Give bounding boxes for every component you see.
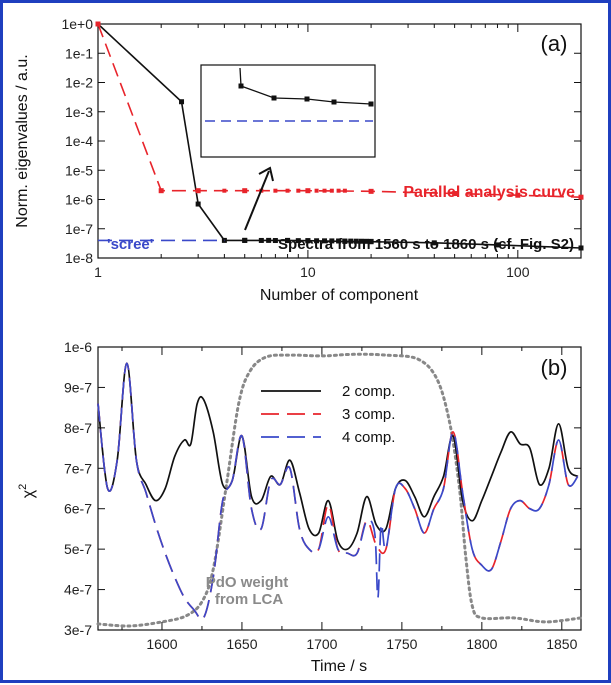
x-tick-label-a: 1 (94, 264, 102, 280)
data-point-a-1 (159, 188, 164, 193)
x-axis-label-a: Number of component (260, 287, 419, 304)
x-tick-label-b: 1750 (386, 636, 417, 652)
data-point-a-1 (579, 195, 584, 200)
data-point-a-0 (196, 202, 201, 207)
legend-label-4comp: 4 comp. (342, 429, 395, 446)
x-axis-label-b: Time / s (311, 658, 367, 675)
inset-frame (201, 65, 375, 157)
data-point-a-0 (579, 245, 584, 250)
data-point-a-dense (286, 189, 290, 193)
y-tick-label-b: 1e-6 (64, 339, 92, 355)
y-tick-label-a: 1e+0 (61, 16, 93, 32)
data-point-a-dense (306, 189, 310, 193)
data-point-a-dense (196, 189, 200, 193)
data-point-a-dense (242, 238, 247, 243)
data-point-a-dense (315, 189, 319, 193)
legend-label-2comp: 2 comp. (342, 383, 395, 400)
panel-b-label: (b) (541, 355, 568, 380)
y-tick-label-a: 1e-4 (65, 133, 93, 149)
panel-a: 1e+0 1e-1 1e-2 1e-3 1e-4 1e-5 1e-6 1e-7 1e-81 10 1… (14, 16, 584, 304)
plot-area-b (98, 347, 581, 630)
inset-marker (332, 100, 337, 105)
y-tick-label-a: 1e-6 (65, 192, 93, 208)
annotation-pdo-weight: PdO weight (206, 574, 289, 591)
annotation-parallel-analysis: Parallel analysis curve (403, 184, 575, 201)
x-tick-label-a: 10 (300, 264, 316, 280)
x-tick-label-b: 1600 (146, 636, 177, 652)
x-tick-label-b: 1850 (546, 636, 577, 652)
inset-marker (369, 102, 374, 107)
y-tick-label-a: 1e-1 (65, 45, 93, 61)
data-point-a-1 (369, 189, 374, 194)
panel-b: 1e-6 9e-7 8e-7 7e-7 6e-7 5e-7 4e-7 3e-7 1600 1650… (17, 339, 581, 675)
y-axis-label-b: χ2 (17, 484, 37, 499)
annotation-from-lca: from LCA (215, 591, 283, 608)
y-tick-label-b: 6e-7 (64, 501, 92, 517)
legend-label-3comp: 3 comp. (342, 406, 395, 423)
figure-svg: 1e+0 1e-1 1e-2 1e-3 1e-4 1e-5 1e-6 1e-7 1e-81 10 1… (3, 3, 608, 680)
data-point-a-dense (343, 189, 347, 193)
inset-marker (239, 84, 244, 89)
x-tick-label-b: 1700 (306, 636, 337, 652)
inset-marker (305, 97, 310, 102)
data-point-a-dense (273, 189, 277, 193)
y-tick-label-b: 8e-7 (64, 420, 92, 436)
data-point-a-dense (259, 238, 264, 243)
y-tick-label-b: 7e-7 (64, 460, 92, 476)
y-tick-label-b: 3e-7 (64, 622, 92, 638)
panel-a-label: (a) (541, 31, 568, 56)
data-point-a-0 (179, 99, 184, 104)
data-point-a-dense (337, 189, 341, 193)
data-point-a-dense (296, 189, 300, 193)
data-point-a-dense (330, 189, 334, 193)
y-tick-label-b: 4e-7 (64, 582, 92, 598)
y-tick-label-a: 1e-3 (65, 104, 93, 120)
y-tick-label-a: 1e-7 (65, 221, 93, 237)
y-tick-label-b: 9e-7 (64, 379, 92, 395)
inset-marker (272, 96, 277, 101)
x-tick-label-b: 1800 (466, 636, 497, 652)
y-axis-label-a: Norm. eigenvalues / a.u. (14, 54, 31, 227)
data-point-a-dense (243, 189, 247, 193)
data-point-a-1 (96, 22, 101, 27)
y-tick-label-a: 1e-2 (65, 75, 93, 91)
data-point-a-0 (266, 238, 271, 243)
data-point-a-dense (222, 189, 226, 193)
annotation-scree: 'scree' (107, 236, 153, 253)
y-tick-label-a: 1e-5 (65, 162, 93, 178)
y-axis-label-b-sup: 2 (17, 484, 29, 490)
data-point-a-dense (323, 189, 327, 193)
y-tick-label-a: 1e-8 (65, 250, 93, 266)
y-tick-label-b: 5e-7 (64, 541, 92, 557)
x-tick-label-a: 100 (506, 264, 530, 280)
annotation-spectra-range: Spectra from 1560 s to 1860 s (cf. Fig. … (278, 236, 574, 253)
x-tick-label-b: 1650 (226, 636, 257, 652)
